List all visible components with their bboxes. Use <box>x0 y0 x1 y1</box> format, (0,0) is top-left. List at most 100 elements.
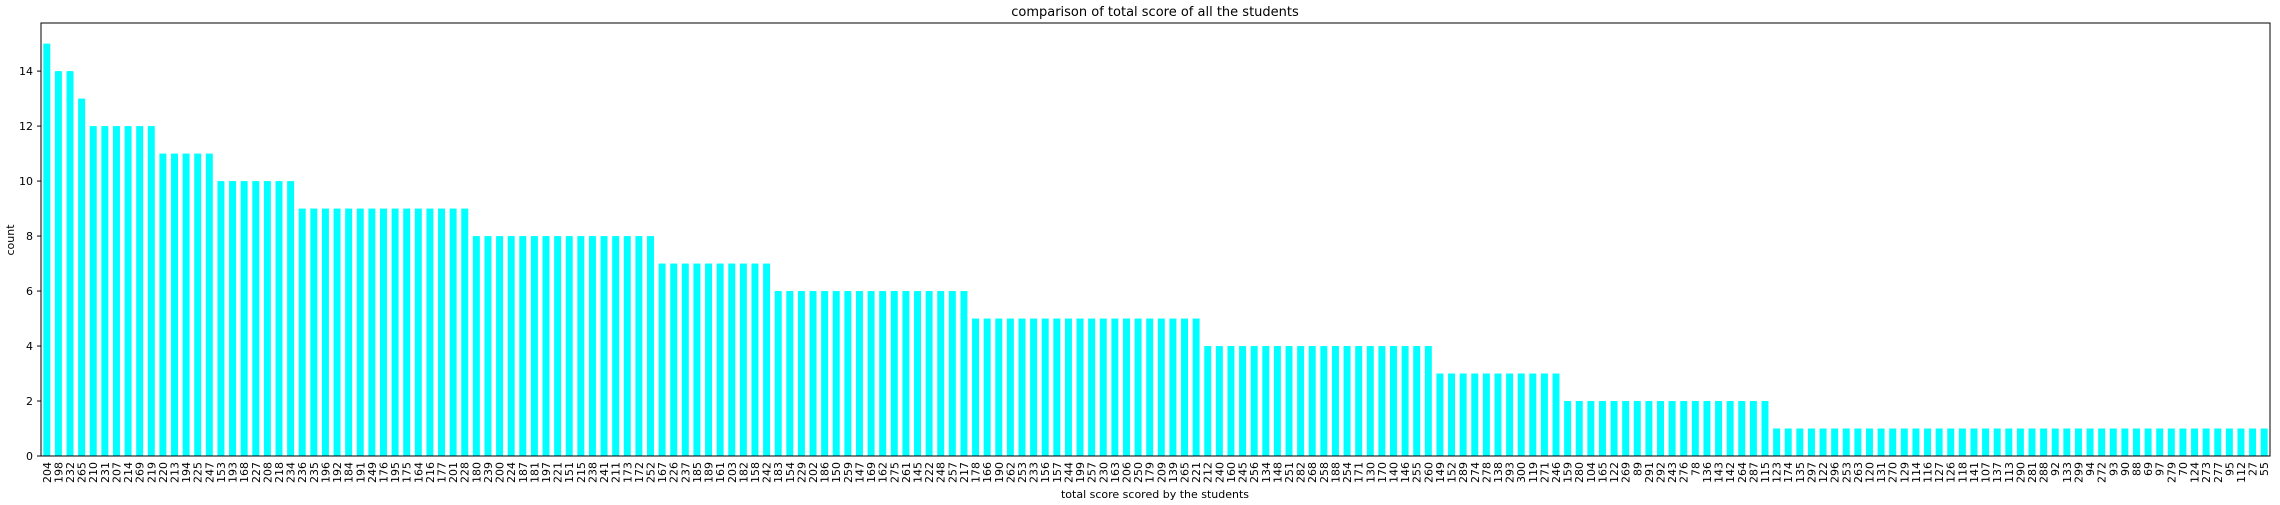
bar <box>1889 428 1897 456</box>
bar <box>1390 346 1397 456</box>
x-tick-label: 92 <box>2049 462 2062 476</box>
bar <box>1552 373 1560 456</box>
bar <box>1854 428 1862 456</box>
x-tick-label: 175 <box>401 462 414 483</box>
x-tick-label: 217 <box>958 462 971 483</box>
bar <box>449 208 457 456</box>
x-tick-label: 195 <box>389 462 402 483</box>
x-tick-label: 237 <box>679 462 692 483</box>
bar <box>1273 346 1281 456</box>
bar <box>1041 318 1049 456</box>
x-tick-label: 296 <box>1829 462 1842 483</box>
bar <box>2063 428 2071 456</box>
bar <box>438 208 446 456</box>
bar <box>1297 346 1305 456</box>
x-tick-label: 189 <box>703 462 716 483</box>
bar <box>914 291 921 456</box>
x-tick-label: 232 <box>64 462 77 483</box>
x-tick-label: 164 <box>412 462 425 483</box>
bar <box>960 291 968 456</box>
bar <box>1575 401 1583 456</box>
x-tick-label: 198 <box>52 462 65 483</box>
x-tick-label: 275 <box>888 462 901 483</box>
x-tick-label: 292 <box>1655 462 1668 483</box>
x-tick-label: 194 <box>180 462 193 483</box>
x-tick-label: 279 <box>2165 462 2178 483</box>
bar <box>2144 428 2152 456</box>
x-tick-label: 226 <box>668 462 681 483</box>
bar <box>832 291 840 456</box>
x-tick-label: 212 <box>1202 462 1215 483</box>
x-tick-label: 176 <box>377 462 390 483</box>
y-tick-label: 6 <box>26 285 33 298</box>
y-tick-label: 4 <box>26 340 33 353</box>
bar <box>1111 318 1119 456</box>
x-tick-label: 149 <box>1434 462 1447 483</box>
bar <box>1773 428 1781 456</box>
x-tick-label: 174 <box>1782 462 1795 483</box>
bar <box>54 71 62 456</box>
x-tick-label: 241 <box>598 462 611 483</box>
bar <box>1680 401 1688 456</box>
bar <box>2202 428 2210 456</box>
x-tick-label: 94 <box>2084 462 2097 476</box>
bar <box>1262 346 1270 456</box>
x-tick-label: 126 <box>1945 462 1958 483</box>
x-tick-label: 277 <box>2212 462 2225 483</box>
bar <box>879 291 887 456</box>
x-tick-label: 136 <box>1701 462 1714 483</box>
bar <box>2098 428 2106 456</box>
bar <box>1320 346 1328 456</box>
x-tick-label: 104 <box>1585 462 1598 483</box>
x-tick-label: 252 <box>644 462 657 483</box>
bar <box>66 71 74 456</box>
x-tick-label: 229 <box>795 462 808 483</box>
bar <box>1157 318 1165 456</box>
x-tick-label: 182 <box>737 462 750 483</box>
bar <box>229 181 237 457</box>
y-tick-label: 0 <box>26 450 33 463</box>
x-axis-label: total score scored by the students <box>1061 488 1249 501</box>
bar <box>902 291 910 456</box>
bar <box>159 153 167 457</box>
bar <box>855 291 863 456</box>
bar <box>194 153 202 457</box>
bar <box>623 236 631 456</box>
x-tick-label: 139 <box>1167 462 1180 483</box>
bar <box>1482 373 1490 456</box>
x-tick-label: 221 <box>552 462 565 483</box>
x-tick-label: 269 <box>1620 462 1633 483</box>
bar <box>310 208 318 456</box>
x-tick-label: 69 <box>2142 462 2155 476</box>
x-tick-label: 140 <box>1387 462 1400 483</box>
bar <box>89 126 97 456</box>
bar <box>1308 346 1316 456</box>
x-tick-label: 262 <box>1004 462 1017 483</box>
x-tick-label: 188 <box>1329 462 1342 483</box>
bar <box>530 236 538 456</box>
bar <box>124 126 132 456</box>
x-tick-label: 118 <box>1956 462 1969 483</box>
bar <box>275 181 283 457</box>
bar <box>554 236 562 456</box>
chart-title: comparison of total score of all the stu… <box>1011 5 1299 20</box>
x-tick-label: 221 <box>1190 462 1203 483</box>
bar <box>240 181 248 457</box>
x-tick-label: 159 <box>1562 462 1575 483</box>
bar <box>670 263 678 456</box>
bar <box>1738 401 1746 456</box>
bar <box>797 291 805 456</box>
x-tick-label: 215 <box>575 462 588 483</box>
x-tick-label: 127 <box>1933 462 1946 483</box>
y-axis-label: count <box>4 224 17 256</box>
x-tick-label: 147 <box>853 462 866 483</box>
bar <box>1691 401 1699 456</box>
x-tick-label: 112 <box>2235 462 2248 483</box>
x-tick-label: 207 <box>110 462 123 483</box>
x-tick-label: 78 <box>1689 462 1702 476</box>
x-tick-label: 150 <box>830 462 843 483</box>
bar <box>925 291 933 456</box>
x-tick-label: 119 <box>1527 462 1540 483</box>
bar <box>1076 318 1084 456</box>
bar <box>1842 428 1850 456</box>
